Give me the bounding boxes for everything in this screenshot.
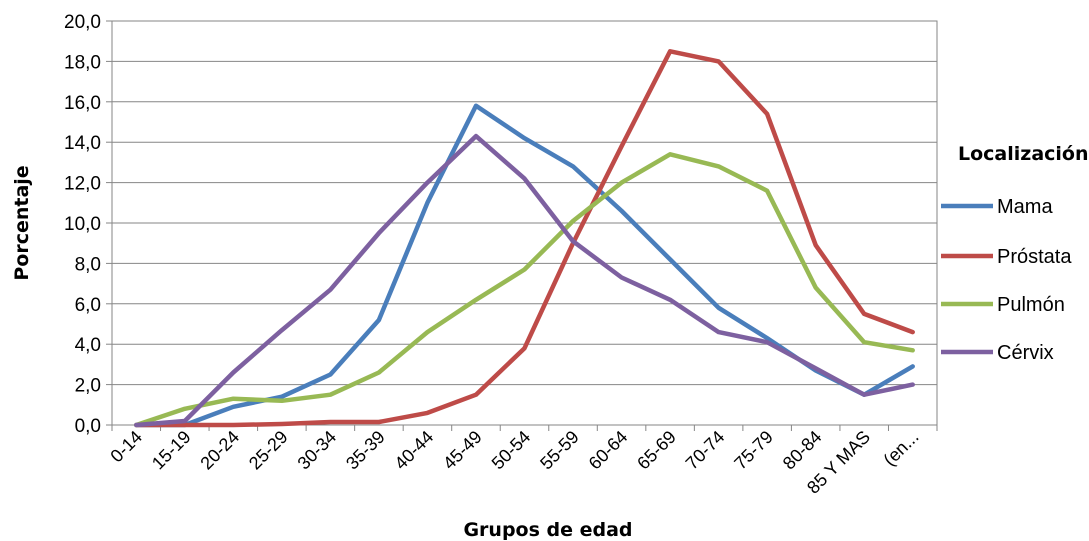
series-line-próstata	[134, 49, 915, 428]
x-tick-label: 70-74	[682, 427, 729, 474]
y-tick-label: 16,0	[64, 93, 101, 114]
y-tick-label: 18,0	[64, 52, 101, 73]
legend-label: Pulmón	[997, 294, 1065, 316]
x-tick-label: 80-84	[779, 427, 826, 474]
x-tick-label: (en...	[879, 427, 922, 470]
x-tick-label: 50-54	[488, 427, 535, 474]
y-tick-label: 12,0	[64, 174, 101, 195]
series-line-mama	[134, 103, 915, 428]
y-tick-label: 14,0	[64, 133, 101, 154]
y-tick-label: 0,0	[75, 416, 101, 437]
x-axis-ticks: 0-14 15-19 20-24 25-29 30-34 35-39 40-44 45-49 5…	[106, 425, 938, 498]
y-axis-ticks: 0,0 2,0 4,0 6,0 8,0 10,0 12,0 14,0 16,0 18,0 20,0	[64, 12, 112, 437]
x-tick-label: 25-29	[245, 427, 292, 474]
y-tick-label: 10,0	[64, 214, 101, 235]
x-tick-label: 45-49	[439, 427, 486, 474]
y-axis-title: Porcentaje	[11, 165, 33, 280]
x-tick-label: 40-44	[391, 427, 438, 474]
x-tick-label: 65-69	[633, 427, 680, 474]
x-tick-label: 35-39	[342, 427, 389, 474]
legend-title: Localización	[958, 143, 1089, 165]
x-tick-label: 15-19	[148, 427, 195, 474]
legend-label: Mama	[997, 196, 1053, 218]
legend-label: Cérvix	[997, 342, 1054, 364]
y-tick-label: 20,0	[64, 12, 101, 33]
x-tick-label: 20-24	[196, 427, 243, 474]
x-tick-label: 60-64	[585, 427, 632, 474]
legend: Mama Próstata Pulmón Cérvix	[941, 196, 1072, 364]
x-tick-label: 55-59	[536, 427, 583, 474]
series-line-cérvix	[134, 133, 915, 428]
series-lines	[134, 49, 915, 428]
y-tick-label: 4,0	[75, 335, 101, 356]
gridlines	[112, 60, 937, 386]
y-tick-label: 2,0	[75, 376, 101, 397]
x-tick-label: 0-14	[106, 427, 146, 467]
y-tick-label: 8,0	[75, 254, 101, 275]
series-line-pulmón	[134, 152, 915, 428]
y-tick-label: 6,0	[75, 295, 101, 316]
legend-label: Próstata	[997, 246, 1072, 268]
x-axis-title: Grupos de edad	[463, 519, 632, 541]
x-tick-label: 75-79	[730, 427, 777, 474]
x-tick-label: 30-34	[294, 427, 341, 474]
